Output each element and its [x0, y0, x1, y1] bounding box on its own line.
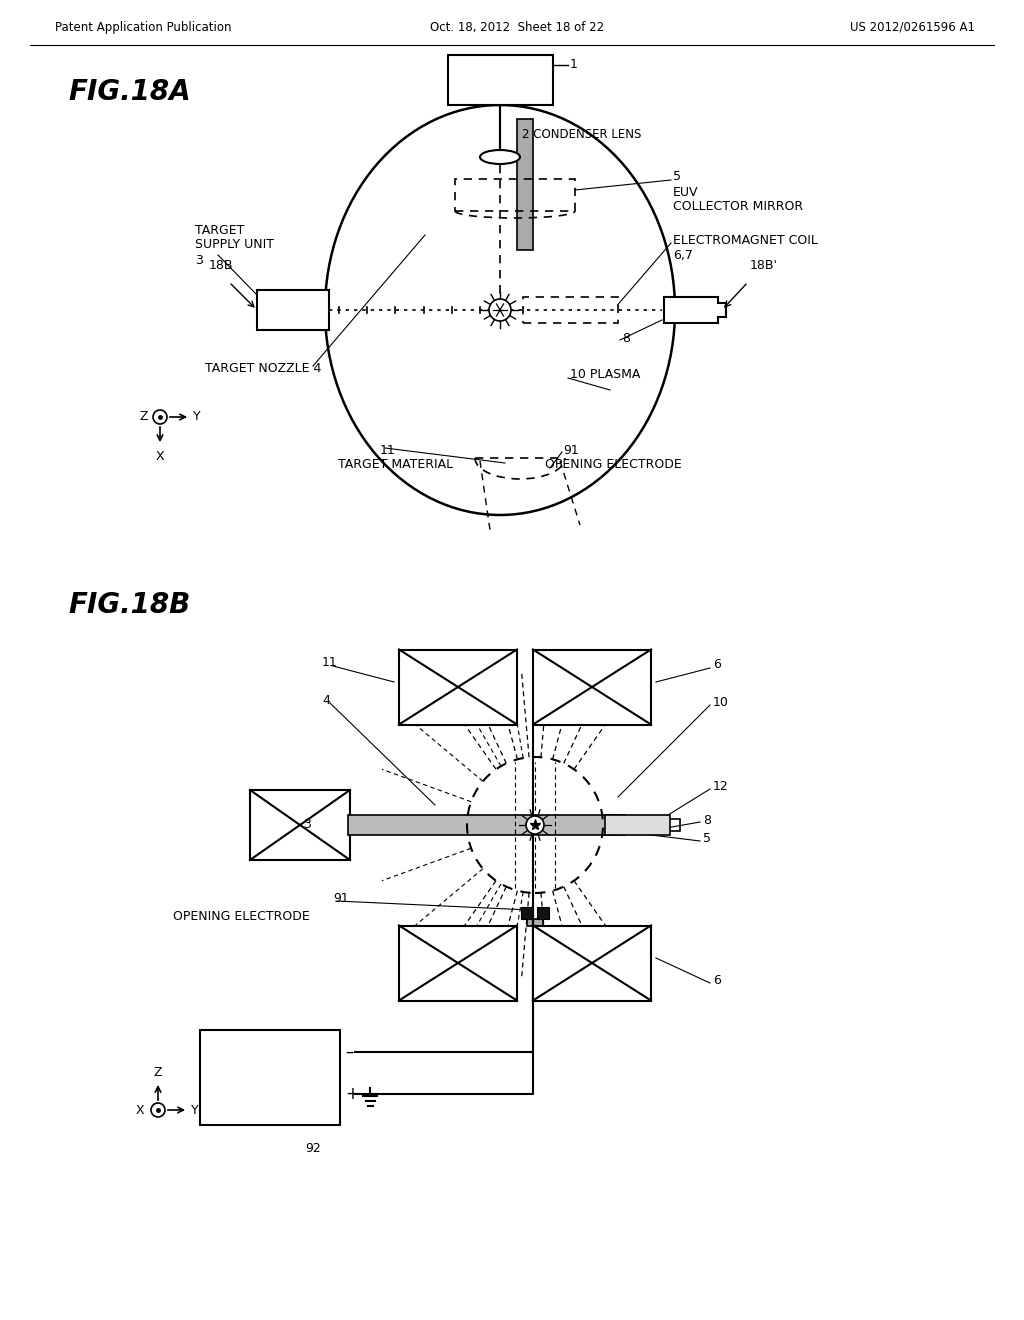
Text: 2 CONDENSER LENS: 2 CONDENSER LENS	[522, 128, 641, 141]
Text: +: +	[345, 1085, 358, 1104]
Text: 92: 92	[305, 1142, 321, 1155]
Text: OPENING ELECTRODE: OPENING ELECTRODE	[173, 909, 309, 923]
Bar	[455, 180, 575, 211]
Circle shape	[151, 1104, 165, 1117]
Text: UNIT FOR: UNIT FOR	[243, 1060, 298, 1072]
Text: 11: 11	[380, 444, 395, 457]
Text: EUV: EUV	[673, 186, 698, 198]
Text: 8: 8	[703, 813, 711, 826]
Ellipse shape	[480, 150, 520, 164]
Bar	[200, 1030, 340, 1125]
Text: –: –	[345, 1043, 353, 1061]
Text: ELECTRIC FIELD: ELECTRIC FIELD	[223, 1073, 316, 1086]
Polygon shape	[664, 297, 726, 323]
Text: 6: 6	[713, 974, 721, 986]
Text: 3: 3	[195, 253, 203, 267]
Circle shape	[153, 411, 167, 424]
Bar	[534, 925, 651, 1001]
Text: 1: 1	[569, 58, 578, 71]
Text: OSCILLATOR: OSCILLATOR	[461, 82, 540, 95]
Text: 91: 91	[563, 444, 579, 457]
Text: Oct. 18, 2012  Sheet 18 of 22: Oct. 18, 2012 Sheet 18 of 22	[430, 21, 604, 33]
Bar	[521, 907, 534, 919]
Text: 8: 8	[622, 331, 630, 345]
Text: 12: 12	[713, 780, 729, 793]
Bar	[534, 649, 651, 725]
Bar	[537, 907, 549, 919]
Text: 6,7: 6,7	[673, 248, 693, 261]
Text: 3: 3	[303, 818, 311, 832]
Bar	[399, 925, 517, 1001]
Text: 6: 6	[713, 659, 721, 672]
Polygon shape	[610, 814, 630, 836]
Text: X: X	[156, 450, 164, 463]
Text: FIG.18B: FIG.18B	[68, 591, 190, 619]
Circle shape	[489, 300, 511, 321]
Text: Y: Y	[191, 1104, 199, 1117]
Text: X: X	[135, 1104, 144, 1117]
Bar	[250, 789, 350, 861]
Circle shape	[526, 816, 544, 834]
Text: 10 PLASMA: 10 PLASMA	[570, 368, 640, 381]
Text: 5: 5	[673, 170, 681, 183]
Text: 10: 10	[713, 696, 729, 709]
Text: 11: 11	[322, 656, 338, 669]
Text: OPENING ELECTRODE: OPENING ELECTRODE	[545, 458, 682, 471]
Text: FIG.18A: FIG.18A	[68, 78, 190, 106]
Text: Y: Y	[193, 411, 201, 424]
Text: TARGET: TARGET	[195, 223, 245, 236]
Text: COLLECTOR MIRROR: COLLECTOR MIRROR	[673, 201, 803, 214]
Text: 18B: 18B	[209, 259, 233, 272]
Text: 5: 5	[703, 833, 711, 846]
Bar	[399, 649, 517, 725]
Bar	[522, 297, 617, 323]
Bar	[517, 119, 534, 249]
Text: Patent Application Publication: Patent Application Publication	[55, 21, 231, 33]
Text: ELECTROMAGNET COIL: ELECTROMAGNET COIL	[673, 234, 818, 247]
Bar	[447, 55, 553, 106]
Text: 18B': 18B'	[750, 259, 778, 272]
Text: US 2012/0261596 A1: US 2012/0261596 A1	[850, 21, 975, 33]
Text: 91: 91	[333, 892, 349, 906]
Bar	[527, 919, 543, 925]
Text: POWER SUPPLY: POWER SUPPLY	[225, 1045, 314, 1059]
Text: SUPPLY UNIT: SUPPLY UNIT	[195, 239, 274, 252]
Text: 4: 4	[322, 693, 330, 706]
Bar	[348, 814, 625, 836]
Text: TARGET NOZZLE 4: TARGET NOZZLE 4	[205, 363, 322, 375]
Text: FORMATION: FORMATION	[236, 1088, 305, 1101]
Text: Z: Z	[139, 411, 148, 424]
Text: Z: Z	[154, 1065, 162, 1078]
Text: TARGET MATERIAL: TARGET MATERIAL	[338, 458, 454, 471]
Bar	[257, 290, 329, 330]
Text: LASER: LASER	[480, 70, 520, 82]
Bar	[605, 814, 670, 836]
